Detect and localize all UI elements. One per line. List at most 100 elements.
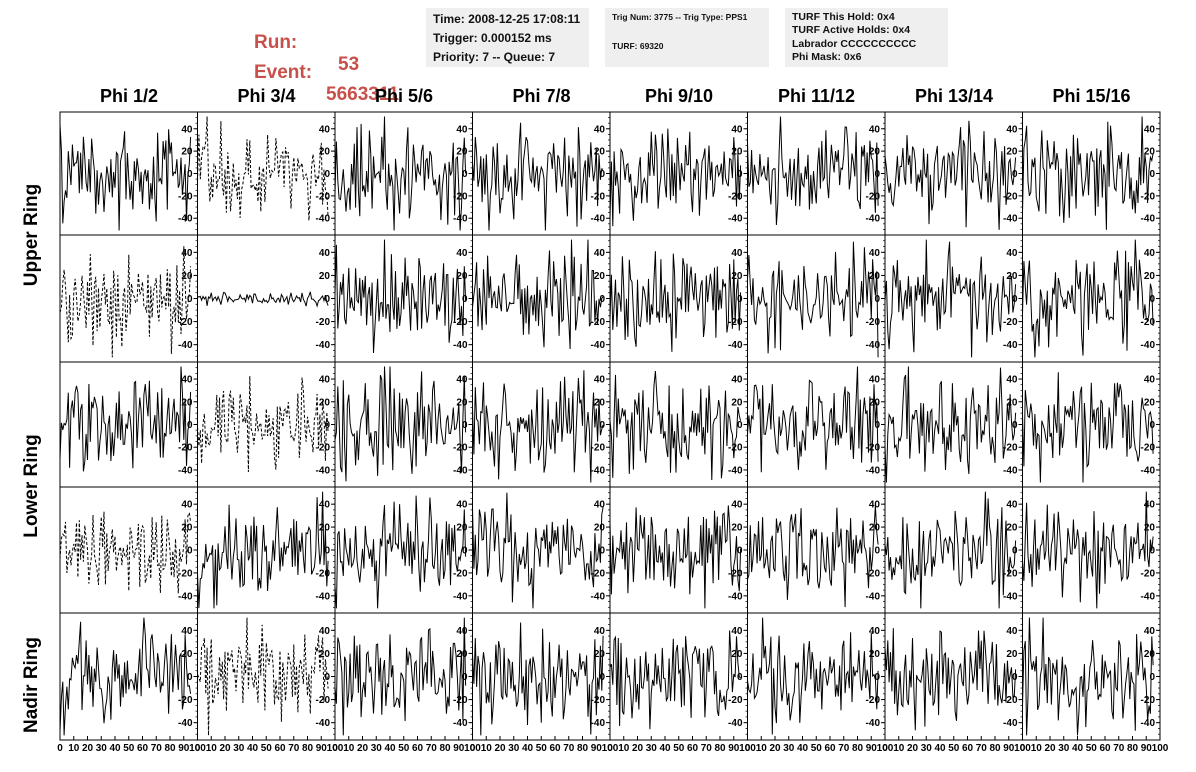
x-tick-label: 70 [976, 743, 988, 754]
x-tick-label: 40 [384, 743, 396, 754]
time-text: Time: 2008-12-25 17:08:11 [433, 12, 581, 26]
trigger-text: Trigger: 0.000152 ms [433, 31, 552, 45]
x-tick-label: 50 [123, 743, 135, 754]
y-tick-label: -20 [1003, 191, 1018, 202]
active-holds-text: TURF Active Holds: 0x4 [792, 24, 911, 36]
y-tick-label: -40 [1003, 591, 1018, 602]
x-tick-label: 70 [1113, 743, 1125, 754]
x-tick-label: 70 [151, 743, 163, 754]
x-tick-label: 80 [164, 743, 176, 754]
panel-frame-r1-c5 [609, 111, 748, 236]
y-tick-label: 0 [187, 420, 193, 431]
y-tick-label: -20 [1141, 443, 1156, 454]
phi-header-7: Phi 13/14 [914, 86, 994, 106]
y-tick-label: 40 [319, 500, 331, 511]
x-tick-label: 50 [261, 743, 273, 754]
x-tick-label: 90 [1003, 743, 1015, 754]
waveform-trace-r3-c2 [197, 376, 329, 473]
y-tick-label: 0 [874, 546, 880, 557]
y-tick-label: 40 [181, 626, 193, 637]
y-tick-label: -20 [866, 695, 881, 706]
y-tick-label: -40 [591, 340, 606, 351]
x-tick-label: 40 [1072, 743, 1084, 754]
panel-frame-r2-c8 [1022, 234, 1161, 363]
y-tick-label: 40 [456, 500, 468, 511]
y-tick-label: 40 [319, 375, 331, 386]
y-tick-label: 40 [594, 124, 606, 135]
x-tick-label: 30 [783, 743, 795, 754]
y-tick-label: 0 [462, 546, 468, 557]
y-tick-label: 40 [731, 248, 743, 259]
this-hold-text: TURF This Hold: 0x4 [792, 11, 895, 23]
y-tick-label: -20 [316, 568, 331, 579]
y-tick-label: 20 [181, 147, 193, 158]
y-tick-label: -20 [178, 443, 193, 454]
x-tick-label: 10 [206, 743, 218, 754]
y-tick-label: -20 [1141, 568, 1156, 579]
y-tick-label: 0 [324, 294, 330, 305]
panel-frame-r4-c6 [747, 486, 886, 614]
y-tick-label: 0 [324, 169, 330, 180]
y-tick-label: 0 [1149, 169, 1155, 180]
y-tick-label: 0 [1012, 169, 1018, 180]
y-tick-label: 20 [181, 523, 193, 534]
x-tick-label: 30 [233, 743, 245, 754]
x-tick-label: 10 [68, 743, 80, 754]
panel-frame-r4-c4 [472, 486, 611, 614]
y-tick-label: 0 [462, 672, 468, 683]
panel-frame-r5-c2 [197, 612, 336, 741]
y-tick-label: -20 [316, 443, 331, 454]
y-tick-label: -40 [728, 465, 743, 476]
x-tick-label: 50 [811, 743, 823, 754]
y-tick-label: -20 [1003, 568, 1018, 579]
y-tick-label: -40 [1141, 591, 1156, 602]
y-tick-label: 40 [1144, 500, 1156, 511]
x-tick-label: 30 [371, 743, 383, 754]
y-tick-label: -40 [591, 718, 606, 729]
x-tick-label: 60 [962, 743, 974, 754]
y-tick-label: -20 [866, 317, 881, 328]
y-tick-label: 40 [869, 626, 881, 637]
x-tick-label: 90 [591, 743, 603, 754]
y-tick-label: -20 [178, 695, 193, 706]
x-tick-label: 10 [481, 743, 493, 754]
y-tick-label: -40 [866, 591, 881, 602]
x-tick-label: 50 [948, 743, 960, 754]
y-tick-label: -20 [728, 695, 743, 706]
y-tick-label: -20 [1141, 695, 1156, 706]
y-tick-label: 20 [319, 271, 331, 282]
waveform-trace-r3-c8 [1022, 372, 1154, 483]
waveform-trace-r2-c3 [334, 239, 467, 354]
y-tick-label: 40 [731, 124, 743, 135]
y-tick-label: 20 [1006, 147, 1018, 158]
y-tick-label: 20 [731, 523, 743, 534]
y-tick-label: -20 [591, 695, 606, 706]
x-tick-label: 100 [877, 743, 894, 754]
y-tick-label: 40 [456, 375, 468, 386]
y-tick-label: 40 [1144, 124, 1156, 135]
waveform-trace-r5-c5 [609, 630, 741, 730]
y-tick-label: -40 [591, 591, 606, 602]
x-tick-label: 60 [412, 743, 424, 754]
y-tick-label: 40 [1006, 248, 1018, 259]
panel-frame-r2-c2 [197, 234, 336, 363]
y-tick-label: 0 [737, 546, 743, 557]
phi-header-5: Phi 9/10 [644, 86, 714, 106]
y-tick-label: 20 [319, 147, 331, 158]
x-tick-label: 20 [357, 743, 369, 754]
waveform-trace-r1-c5 [609, 128, 742, 227]
y-tick-label: 20 [594, 271, 606, 282]
x-tick-label: 0 [332, 743, 338, 754]
y-tick-label: 0 [462, 169, 468, 180]
y-tick-label: -20 [1003, 443, 1018, 454]
y-tick-label: -40 [1003, 465, 1018, 476]
y-tick-label: -40 [178, 718, 193, 729]
panel-frame-r3-c6 [747, 361, 886, 488]
x-tick-label: 90 [453, 743, 465, 754]
y-tick-label: 20 [181, 649, 193, 660]
y-tick-label: 40 [594, 626, 606, 637]
x-tick-label: 0 [1020, 743, 1026, 754]
y-tick-label: 20 [1006, 271, 1018, 282]
x-tick-label: 30 [1058, 743, 1070, 754]
y-tick-label: -20 [1003, 317, 1018, 328]
